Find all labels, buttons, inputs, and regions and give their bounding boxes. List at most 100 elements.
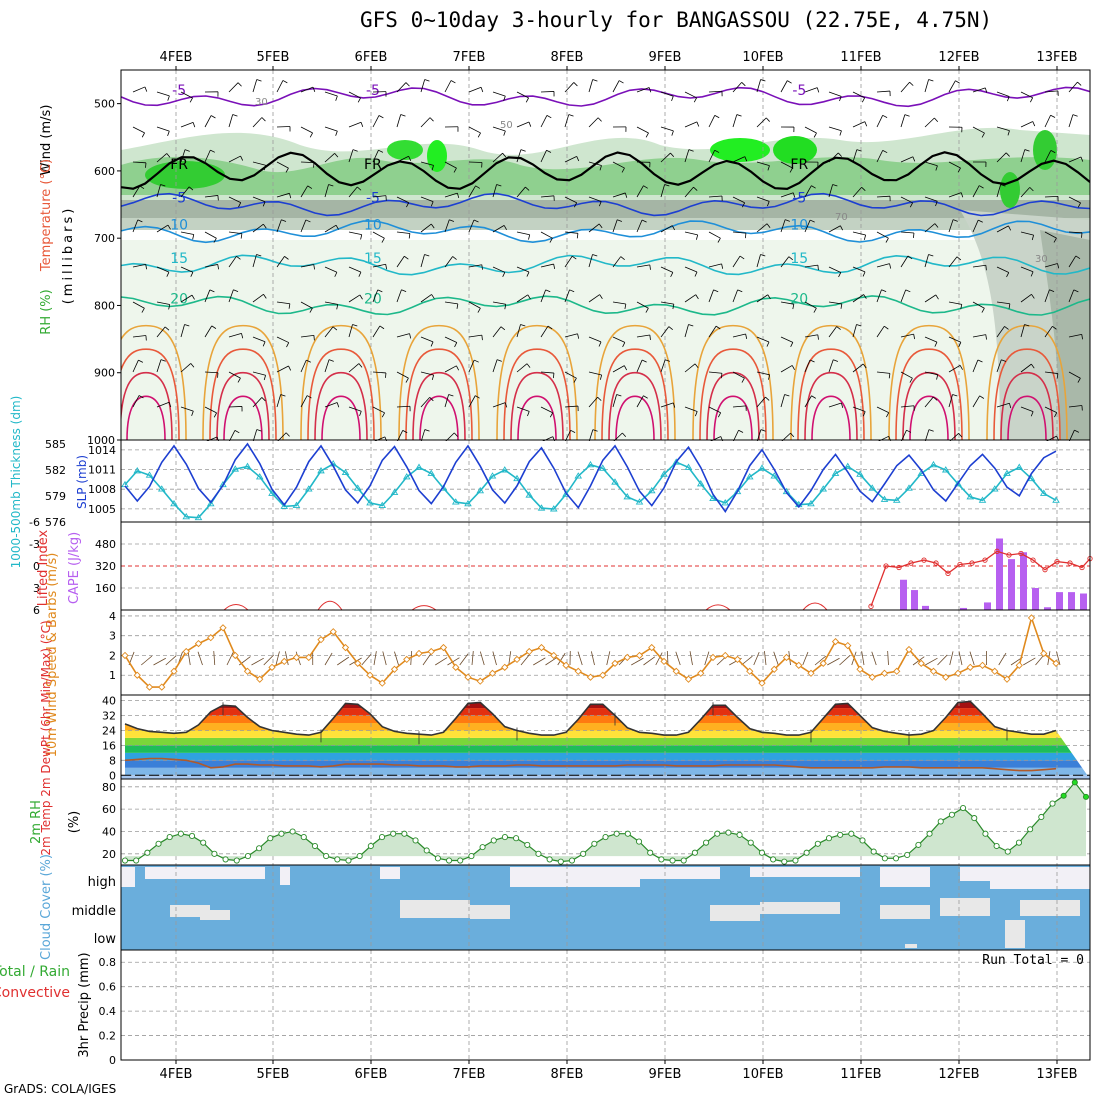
wind-barb (420, 371, 434, 376)
wind10m-point (611, 659, 619, 668)
temp2m-tick-label: 40 (102, 695, 116, 708)
rh2m-point (725, 829, 732, 836)
wind-barb (1020, 363, 1032, 373)
wind-barb (252, 223, 264, 233)
wind-barb (924, 371, 938, 376)
thickness-point (635, 498, 644, 505)
wind10m-barb (802, 651, 809, 666)
cape-bar (900, 579, 907, 610)
wind-barb-flag (526, 271, 530, 277)
wind-barb (756, 196, 770, 202)
wind-barb-flag (285, 167, 289, 173)
wind-barb-flag (528, 234, 531, 240)
wind10m-barb (1056, 651, 1061, 666)
wind10m-point (464, 673, 472, 681)
thickness-point (280, 502, 289, 509)
date-label-bottom: 8FEB (551, 1067, 584, 1082)
contour-label: 10 (170, 217, 188, 233)
wind-barb (756, 396, 766, 408)
wind-barb-flag (618, 80, 624, 84)
temperature-fill (125, 701, 1090, 776)
wind-barb (756, 254, 761, 268)
wind-barb (732, 255, 741, 268)
thickness-point (206, 499, 215, 507)
wind-barb-flag (985, 334, 987, 340)
wind-barb-flag (792, 192, 796, 198)
wind-barb (852, 266, 866, 273)
thickness-point (157, 485, 166, 492)
wind-barb (684, 406, 698, 412)
rh2m-point (982, 830, 989, 837)
wind-barb-flag (236, 256, 241, 260)
wind-barb-flag (500, 326, 506, 331)
precip-legend-convective: Convective (0, 985, 70, 1001)
thickness-point (1015, 463, 1024, 470)
wind-barb-flag (671, 225, 675, 231)
wind10m-barb (533, 657, 546, 666)
wind-barb-flag (546, 149, 552, 153)
wind-barb-flag (552, 373, 555, 379)
wind-barb (660, 326, 670, 338)
wind-barb (468, 334, 482, 338)
wind-barb-flag (378, 115, 384, 119)
wind-barb (564, 333, 578, 338)
wind-barb (492, 126, 506, 132)
wind-barb-flag (473, 219, 479, 223)
wind-barb (948, 301, 962, 305)
wind-barb-flag (789, 167, 793, 173)
cape-bar (1032, 588, 1039, 610)
wind-barb (132, 161, 146, 164)
wind-barb (181, 442, 193, 446)
wind-barb-flag (503, 225, 507, 230)
wind-barb-flag (1007, 130, 1010, 136)
wind-barb-flag (480, 87, 484, 93)
wind-barb-flag (191, 410, 194, 416)
wind10m-point (672, 667, 680, 675)
wind-barb-flag (936, 374, 939, 380)
wind-barb (276, 336, 289, 343)
wind-barb (948, 161, 961, 169)
wind-barb (396, 155, 409, 163)
wind-barb (996, 402, 1010, 408)
wind-barb (228, 196, 241, 203)
temperature-band (125, 708, 1090, 716)
warm-contour (699, 348, 767, 441)
wind10m-point (329, 628, 337, 636)
wind-barb (180, 186, 190, 198)
pressure-label: 600 (94, 165, 115, 178)
wind-barb-flag (1031, 294, 1035, 299)
wind-barb (924, 396, 934, 408)
wind-barb-flag (958, 433, 963, 438)
wind-barb-flag (525, 186, 530, 191)
wind-barb (684, 186, 694, 198)
rh2m-point (1015, 839, 1023, 846)
wind10m-point (807, 669, 815, 677)
cloud-gap (1020, 900, 1080, 916)
wind-barb-flag (912, 156, 916, 162)
wind-barb-flag (737, 289, 743, 293)
wind-barb-flag (408, 156, 412, 161)
wind-barb-flag (913, 334, 916, 340)
cloud-gap (280, 867, 290, 885)
wind-barb-flag (693, 97, 697, 103)
wind-barb-flag (952, 394, 958, 397)
wind10m-point (256, 675, 264, 683)
wind-barb-flag (787, 80, 792, 84)
wind-barb-flag (909, 81, 914, 86)
wind-barb (997, 442, 1008, 448)
wind-barb (732, 333, 746, 338)
wind-barb (804, 219, 811, 233)
wind-barb (516, 324, 521, 338)
precip-panel: 0 0.2 0.4 0.6 0.8 (99, 949, 1091, 1067)
wind10m-point (1027, 614, 1036, 622)
rh2m-panel: 20 40 60 80 (102, 778, 1091, 866)
thickness-point (341, 468, 350, 476)
wind-barb (829, 442, 840, 448)
wind-barb-flag (1054, 412, 1058, 418)
wind-barb-flag (263, 165, 266, 171)
rh2m-point (501, 834, 508, 841)
wind-barb (468, 219, 475, 233)
wind-barb (756, 79, 762, 93)
lifted-index-bump (223, 604, 249, 611)
wind-barb (540, 150, 547, 163)
